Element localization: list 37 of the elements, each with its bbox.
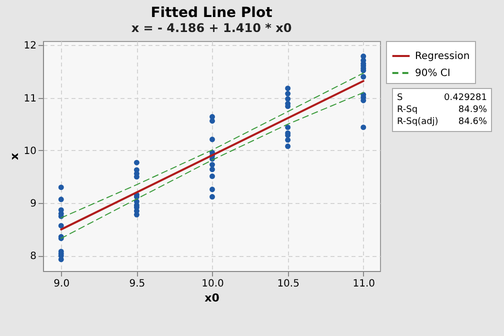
point xyxy=(210,194,215,200)
point xyxy=(285,144,291,149)
x-tick-label: 10.0 xyxy=(202,278,224,290)
point xyxy=(285,86,291,92)
point xyxy=(134,160,140,166)
x-tick-label: 10.5 xyxy=(277,278,300,290)
point xyxy=(210,174,215,179)
point xyxy=(210,166,215,172)
point xyxy=(210,136,215,142)
y-tick-label: 9 xyxy=(30,198,36,210)
y-tick-label: 11 xyxy=(24,93,36,104)
point xyxy=(58,196,64,202)
legend-label: Regression xyxy=(415,51,470,62)
text: R-Sq(adj) 84.6% xyxy=(397,117,487,127)
chart-subtitle: x = - 4.186 + 1.410 * x0 xyxy=(131,21,292,36)
y-axis-title: x xyxy=(8,152,21,160)
x-tick-label: 9.5 xyxy=(129,278,146,290)
point xyxy=(285,90,291,96)
y-tick-label: 10 xyxy=(24,146,36,157)
point xyxy=(58,184,64,190)
point xyxy=(360,124,366,130)
chart-title: Fitted Line Plot xyxy=(150,5,273,22)
x-tick-label: 9.0 xyxy=(54,278,70,290)
text: S 0.429281 xyxy=(397,93,487,103)
x-axis-title: x0 xyxy=(204,292,220,304)
y-tick-label: 8 xyxy=(30,251,36,262)
point xyxy=(360,74,366,80)
point xyxy=(285,124,291,130)
x-tick-label: 11.0 xyxy=(352,278,376,290)
point xyxy=(210,186,215,192)
point xyxy=(285,96,291,102)
point xyxy=(210,162,215,168)
text: R-Sq 84.9% xyxy=(397,105,487,115)
point xyxy=(285,137,291,143)
y-tick-label: 12 xyxy=(24,40,36,52)
legend-label: 90% CI xyxy=(415,68,450,79)
point xyxy=(58,223,64,228)
